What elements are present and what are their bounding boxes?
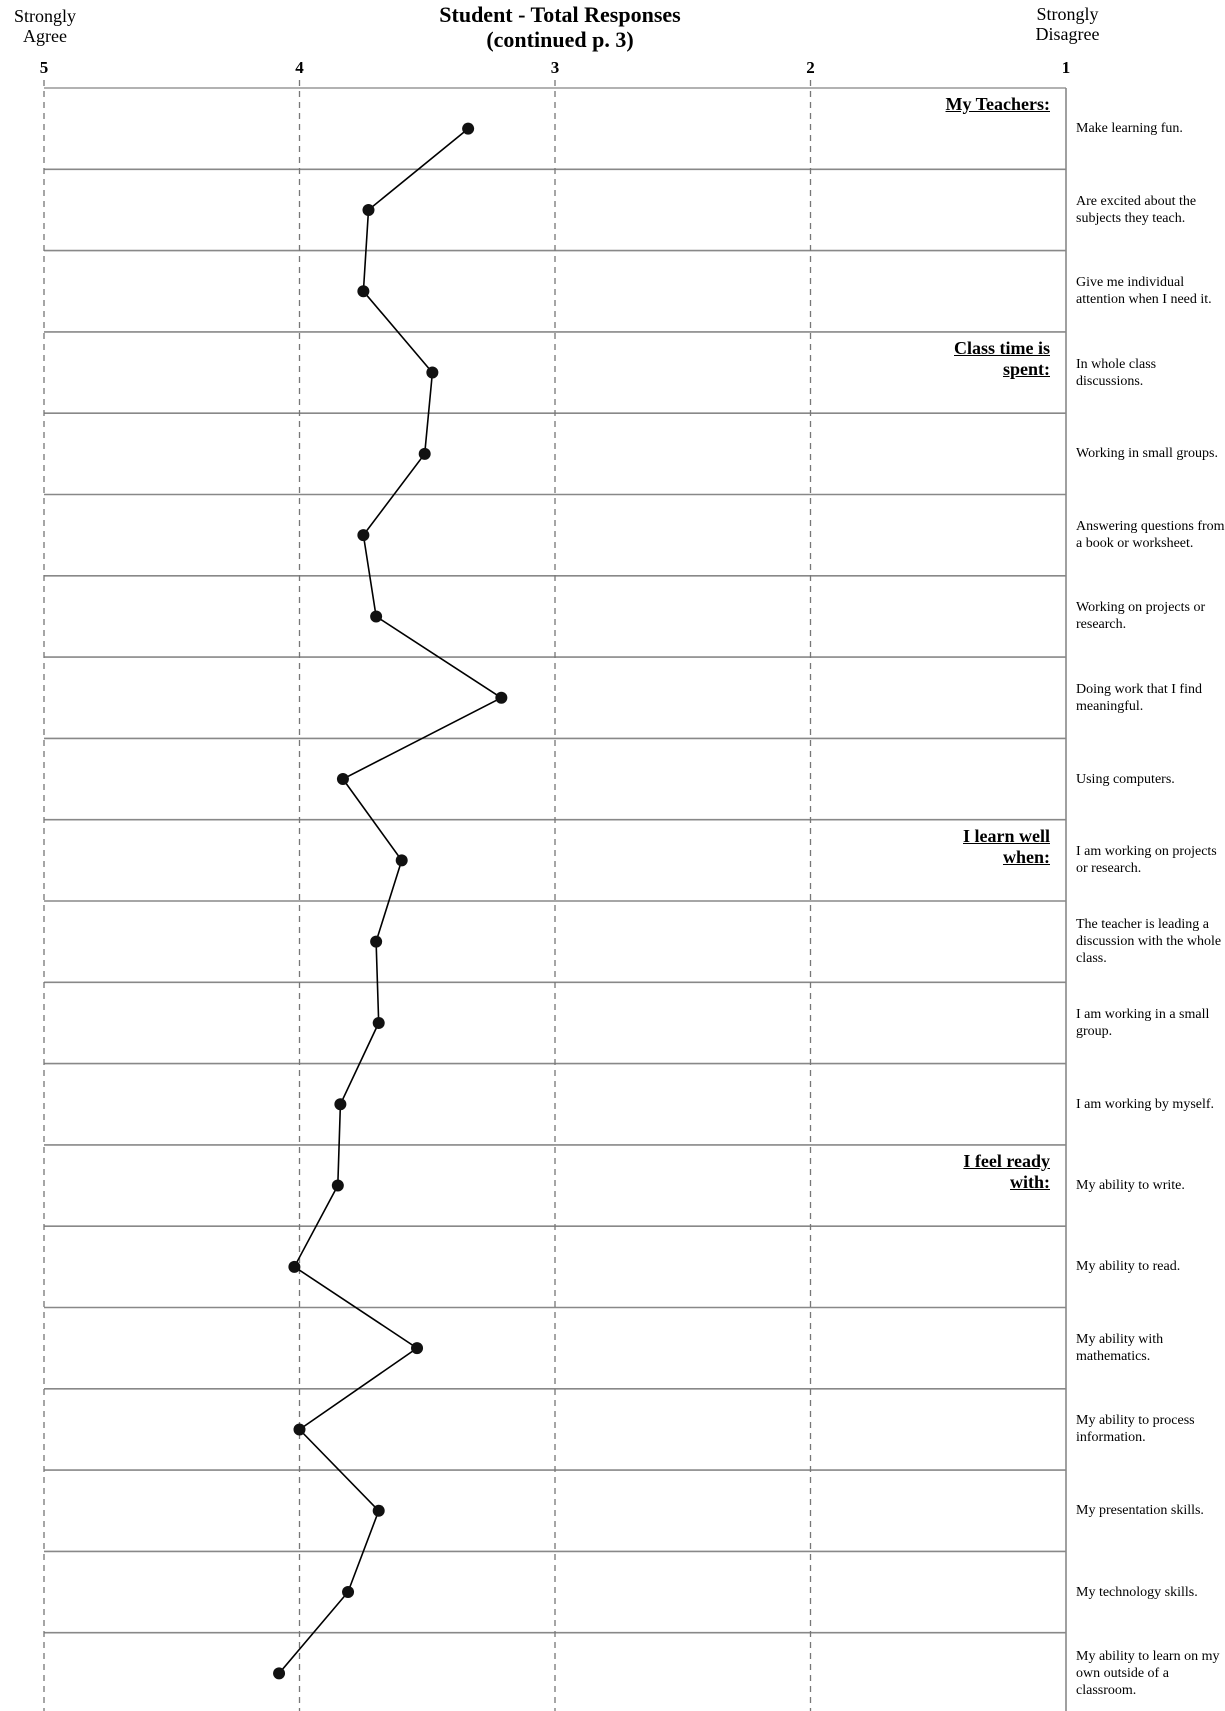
- data-point-1: [462, 122, 475, 135]
- x-tick-label-1: 1: [1061, 58, 1071, 77]
- data-point-11: [370, 935, 383, 948]
- chart-title: Student - Total Responses (continued p. …: [360, 2, 760, 52]
- data-point-15: [288, 1260, 301, 1273]
- right-anchor-label: Strongly Disagree: [1035, 4, 1100, 44]
- statement-label: I am working by myself.: [1076, 1096, 1215, 1112]
- data-point-2: [362, 203, 375, 216]
- x-tick-label-4: 4: [295, 58, 304, 77]
- statement-label: My ability to learn on my own outside of…: [1076, 1648, 1220, 1698]
- data-point-5: [418, 447, 431, 460]
- data-point-13: [334, 1098, 347, 1111]
- statement-label: Answering questions from a book or works…: [1076, 519, 1225, 552]
- statement-label: Using computers.: [1076, 771, 1175, 787]
- chart-title-text: Student - Total Responses: [439, 2, 681, 27]
- x-tick-label-3: 3: [550, 58, 560, 77]
- data-point-14: [331, 1179, 344, 1192]
- statement-label: I am working in a small group.: [1076, 1006, 1210, 1039]
- data-point-4: [426, 366, 439, 379]
- series-line: [278, 128, 503, 1674]
- statement-label: I am working on projects or research.: [1076, 844, 1217, 877]
- data-point-17: [293, 1423, 306, 1436]
- statement-label: My presentation skills.: [1076, 1503, 1204, 1519]
- section-heading: I learn well when:: [963, 825, 1050, 867]
- data-point-18: [372, 1504, 385, 1517]
- statement-label: My ability to read.: [1076, 1259, 1181, 1275]
- statement-label: Are excited about the subjects they teac…: [1076, 193, 1197, 226]
- data-point-12: [372, 1016, 385, 1029]
- section-heading: Class time is spent:: [954, 337, 1050, 379]
- data-point-8: [495, 691, 508, 704]
- statement-label: My ability to process information.: [1076, 1413, 1195, 1446]
- statement-label: Working in small groups.: [1076, 446, 1218, 462]
- data-point-3: [357, 285, 370, 298]
- data-point-19: [342, 1586, 355, 1599]
- x-tick-label-5: 5: [39, 58, 49, 77]
- statement-label: Make learning fun.: [1076, 121, 1183, 137]
- chart-subtitle-text: (continued p. 3): [486, 27, 634, 52]
- data-point-9: [336, 773, 349, 786]
- statement-label: Working on projects or research.: [1076, 600, 1206, 633]
- statement-label: In whole class discussions.: [1076, 356, 1157, 389]
- section-heading: My Teachers:: [945, 94, 1050, 114]
- x-tick-label-2: 2: [806, 58, 815, 77]
- data-point-7: [370, 610, 383, 623]
- data-point-6: [357, 529, 370, 542]
- statement-label: My technology skills.: [1076, 1584, 1198, 1600]
- statement-label: My ability to write.: [1076, 1178, 1185, 1194]
- data-point-16: [411, 1342, 424, 1355]
- statement-label: My ability with mathematics.: [1076, 1332, 1164, 1365]
- statement-label: Give me individual attention when I need…: [1076, 275, 1212, 308]
- section-heading: I feel ready with:: [963, 1150, 1050, 1192]
- left-anchor-label: Strongly Agree: [13, 6, 76, 46]
- statement-label: Doing work that I find meaningful.: [1076, 681, 1202, 714]
- statement-label: The teacher is leading a discussion with…: [1076, 917, 1222, 967]
- data-point-10: [395, 854, 408, 867]
- data-point-20: [273, 1667, 286, 1680]
